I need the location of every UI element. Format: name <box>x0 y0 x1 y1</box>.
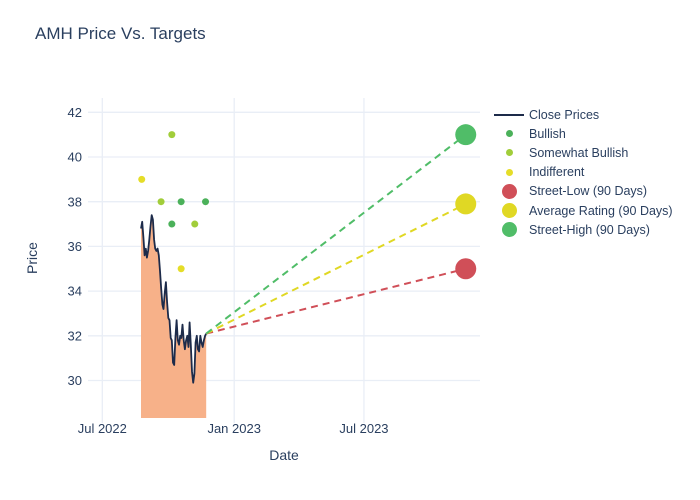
y-tick-label: 42 <box>68 105 82 120</box>
legend-item-somewhat-bullish[interactable]: Somewhat Bullish <box>492 143 673 162</box>
y-tick-label: 40 <box>68 150 82 165</box>
target-line-street-high <box>205 133 467 335</box>
legend-label: Bullish <box>529 126 566 141</box>
legend-label: Indifferent <box>529 165 585 180</box>
x-tick-label: Jan 2023 <box>207 421 261 436</box>
close-price-line <box>140 214 208 384</box>
legend-label: Somewhat Bullish <box>529 145 629 160</box>
rating-point-indifferent <box>177 265 185 273</box>
target-point-average <box>455 193 477 215</box>
street-low-dot-icon <box>492 183 526 199</box>
legend-item-street-high[interactable]: Street-High (90 Days) <box>492 220 673 239</box>
legend-label: Street-High (90 Days) <box>529 222 650 237</box>
legend: Close Prices Bullish Somewhat Bullish In… <box>492 105 673 239</box>
legend-item-street-low[interactable]: Street-Low (90 Days) <box>492 182 673 201</box>
legend-item-close-prices[interactable]: Close Prices <box>492 105 673 124</box>
y-tick-label: 36 <box>68 239 82 254</box>
street-high-dot-icon <box>492 222 526 238</box>
target-point-street-low <box>455 258 477 280</box>
y-axis-title: Price <box>24 242 40 274</box>
target-point-street-high <box>455 124 477 146</box>
target-line-street-low <box>206 267 466 335</box>
y-tick-label: 38 <box>68 194 82 209</box>
y-tick-label: 30 <box>68 373 82 388</box>
close-prices-line-icon <box>492 113 526 116</box>
legend-label: Street-Low (90 Days) <box>529 184 648 199</box>
legend-label: Close Prices <box>529 107 600 122</box>
legend-item-average-rating[interactable]: Average Rating (90 Days) <box>492 201 673 220</box>
target-line-average <box>205 203 467 335</box>
bullish-dot-icon <box>492 130 526 138</box>
chart-title: AMH Price Vs. Targets <box>35 24 206 43</box>
rating-point-indifferent <box>138 175 146 183</box>
rating-point-somewhat-bullish <box>191 220 199 228</box>
x-tick-label: Jul 2022 <box>78 421 127 436</box>
legend-label: Average Rating (90 Days) <box>529 203 673 218</box>
y-tick-label: 34 <box>68 284 82 299</box>
indifferent-dot-icon <box>492 168 526 176</box>
x-tick-label: Jul 2023 <box>339 421 388 436</box>
close-price-area <box>141 215 207 418</box>
rating-point-bullish <box>168 220 176 228</box>
somewhat-bullish-dot-icon <box>492 149 526 157</box>
rating-point-somewhat-bullish <box>168 131 176 139</box>
legend-item-indifferent[interactable]: Indifferent <box>492 163 673 182</box>
average-rating-dot-icon <box>492 203 526 219</box>
rating-point-somewhat-bullish <box>157 198 165 206</box>
x-axis-title: Date <box>269 447 299 463</box>
rating-point-bullish <box>177 198 185 206</box>
y-tick-label: 32 <box>68 328 82 343</box>
rating-point-bullish <box>202 198 210 206</box>
legend-item-bullish[interactable]: Bullish <box>492 124 673 143</box>
